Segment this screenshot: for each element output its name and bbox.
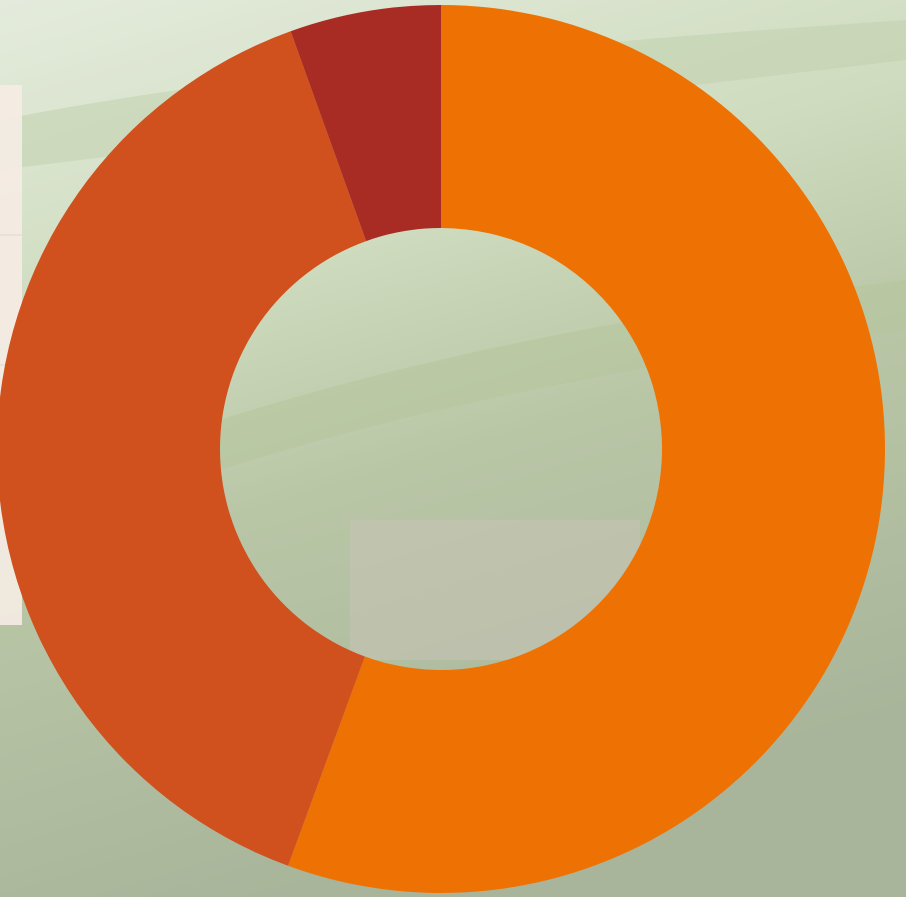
chart	[0, 0, 906, 897]
page: (() => { const data = JSON.parse(documen…	[0, 0, 906, 897]
